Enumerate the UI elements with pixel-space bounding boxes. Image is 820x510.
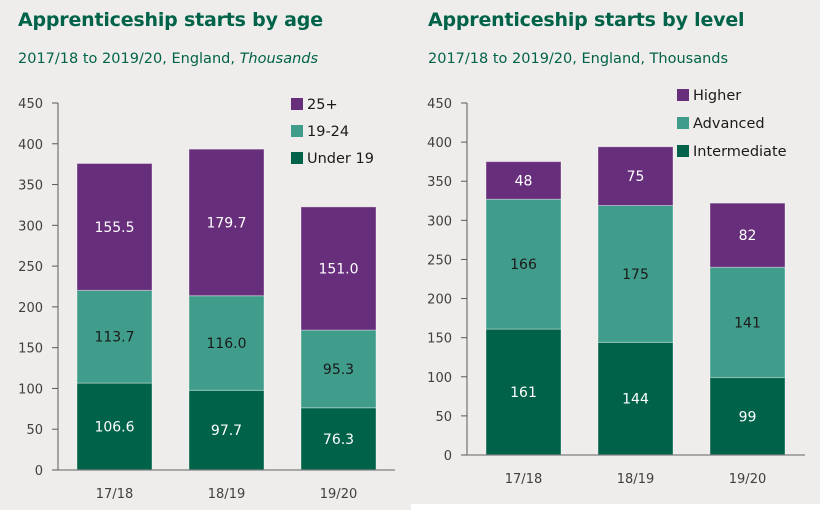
bar-data-label-age: 106.6: [94, 420, 134, 436]
legend-label-level: Advanced: [693, 116, 765, 132]
bar-segment-level: [485, 198, 562, 330]
bar-data-label-level: 99: [739, 409, 757, 425]
y-tick-label-age: 450: [18, 97, 43, 112]
bar-data-label-level: 48: [515, 173, 533, 189]
y-tick-label-level: 450: [427, 97, 452, 112]
y-tick-label-age: 0: [35, 464, 43, 479]
bar-segment-age: [76, 163, 153, 291]
bar-data-label-age: 97.7: [211, 423, 242, 439]
bar-segment-age: [188, 389, 265, 471]
bar-segment-age: [300, 329, 377, 409]
bar-data-label-age: 179.7: [206, 215, 246, 231]
bar-segment-age: [300, 206, 377, 331]
legend-label-level: Intermediate: [693, 144, 787, 160]
chart-subtitle-age-unit: Thousands: [239, 51, 319, 67]
bar-data-label-age: 76.3: [323, 432, 354, 448]
legend-swatch-age: [291, 98, 303, 110]
bar-segment-level: [709, 266, 786, 379]
bar-segment-age: [188, 148, 265, 297]
x-tick-label-age: 17/18: [96, 487, 133, 502]
bar-data-label-level: 75: [627, 169, 645, 185]
bar-segment-age: [188, 295, 265, 391]
bar-segment-age: [76, 382, 153, 471]
y-tick-label-age: 350: [18, 179, 43, 194]
y-tick-label-age: 100: [18, 382, 43, 397]
legend-swatch-level: [677, 89, 689, 101]
x-tick-label-level: 17/18: [505, 472, 542, 487]
bar-data-label-level: 166: [510, 257, 537, 273]
x-tick-label-level: 19/20: [729, 472, 766, 487]
y-tick-label-level: 200: [427, 293, 452, 308]
bar-data-label-level: 161: [510, 385, 537, 401]
x-tick-label-age: 18/19: [208, 487, 245, 502]
y-tick-label-age: 300: [18, 219, 43, 234]
legend-label-age: Under 19: [307, 151, 374, 167]
chart-subtitle-age-main: 2017/18 to 2019/20, England,: [18, 51, 240, 67]
bar-segment-level: [597, 341, 674, 456]
x-tick-label-level: 18/19: [617, 472, 654, 487]
y-tick-label-age: 200: [18, 301, 43, 316]
chart-subtitle-age: 2017/18 to 2019/20, England, Thousands: [18, 51, 318, 67]
bar-segment-level: [709, 377, 786, 456]
bar-data-label-age: 151.0: [318, 261, 358, 277]
bar-segment-level: [485, 161, 562, 200]
bar-data-label-age: 95.3: [323, 362, 354, 378]
bar-data-label-level: 144: [622, 392, 649, 408]
legend-swatch-level: [677, 145, 689, 157]
y-tick-label-age: 150: [18, 342, 43, 357]
y-tick-label-level: 50: [435, 410, 452, 425]
legend-swatch-level: [677, 117, 689, 129]
bar-segment-level: [597, 146, 674, 206]
bar-segment-age: [300, 407, 377, 471]
y-tick-label-age: 250: [18, 260, 43, 275]
bar-segment-level: [485, 328, 562, 456]
y-tick-label-level: 300: [427, 214, 452, 229]
y-tick-label-level: 150: [427, 332, 452, 347]
bar-segment-level: [709, 202, 786, 268]
y-tick-label-level: 0: [444, 449, 452, 464]
legend-label-age: 25+: [307, 97, 338, 113]
y-tick-label-level: 350: [427, 175, 452, 190]
y-tick-label-level: 400: [427, 136, 452, 151]
y-tick-label-level: 100: [427, 371, 452, 386]
bar-data-label-age: 113.7: [94, 330, 134, 346]
x-tick-label-age: 19/20: [320, 487, 357, 502]
y-tick-label-age: 400: [18, 138, 43, 153]
bar-data-label-level: 82: [739, 228, 757, 244]
bar-data-label-level: 141: [734, 315, 761, 331]
chart-title-age: Apprenticeship starts by age: [18, 9, 323, 31]
legend-swatch-age: [291, 125, 303, 137]
bar-data-label-age: 116.0: [206, 336, 246, 352]
chart-subtitle-level: 2017/18 to 2019/20, England, Thousands: [428, 51, 729, 67]
chart-title-level: Apprenticeship starts by level: [428, 9, 745, 31]
legend-label-level: Higher: [693, 88, 741, 104]
bar-segment-level: [597, 204, 674, 343]
y-tick-label-level: 250: [427, 253, 452, 268]
legend-label-age: 19-24: [307, 124, 349, 140]
y-tick-label-age: 50: [26, 423, 43, 438]
bar-data-label-level: 175: [622, 267, 649, 283]
legend-swatch-age: [291, 152, 303, 164]
bar-data-label-age: 155.5: [94, 220, 134, 236]
